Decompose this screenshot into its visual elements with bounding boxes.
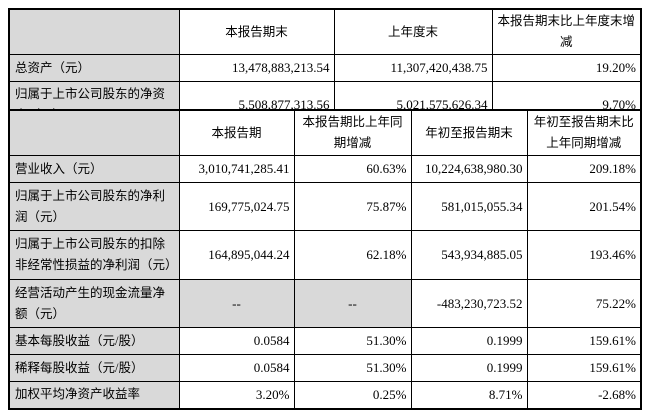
table-row: 经营活动产生的现金流量净额（元） -- -- -483,230,723.52 7… [8,279,642,328]
cell-value: 0.0584 [178,354,295,382]
cell-value-na: -- [178,279,295,328]
cell-value: 75.22% [526,279,642,328]
table-row: 稀释每股收益（元/股） 0.0584 51.30% 0.1999 159.61% [8,354,642,382]
cell-value: -483,230,723.52 [410,279,528,328]
column-header-current-period: 本报告期 [178,109,295,156]
table-row: 归属于上市公司股东的扣除非经常性损益的净利润（元） 164,895,044.24… [8,230,642,280]
table-row: 本报告期 本报告期比上年同期增减 年初至报告期末 年初至报告期末比上年同期增减 [8,109,642,156]
corner-cell [8,8,180,55]
table-row: 本报告期末 上年度末 本报告期末比上年度末增减 [8,8,642,55]
cell-value: 19.20% [491,54,642,82]
cell-value: 164,895,044.24 [178,230,295,280]
cell-value: 543,934,885.05 [410,230,528,280]
corner-cell [8,109,180,156]
cell-value: 60.63% [293,155,412,183]
row-label-diluted-eps: 稀释每股收益（元/股） [8,354,180,382]
cell-value: 51.30% [293,327,412,355]
cell-value: 11,307,420,438.75 [333,54,493,82]
row-label-net-profit: 归属于上市公司股东的净利润（元） [8,182,180,231]
cell-value: 159.61% [526,354,642,382]
cell-value: 62.18% [293,230,412,280]
cell-value: 581,015,055.34 [410,182,528,231]
cell-value: 209.18% [526,155,642,183]
column-header-year-to-date: 年初至报告期末 [410,109,528,156]
cell-value: 10,224,638,980.30 [410,155,528,183]
row-label-basic-eps: 基本每股收益（元/股） [8,327,180,355]
cell-value: 13,478,883,213.54 [178,54,335,82]
cell-value: 169,775,024.75 [178,182,295,231]
table-row: 营业收入（元） 3,010,741,285.41 60.63% 10,224,6… [8,155,642,183]
table-row: 总资产（元） 13,478,883,213.54 11,307,420,438.… [8,54,642,82]
column-header-ytd-change-vs-same-period: 年初至报告期末比上年同期增减 [526,109,642,156]
table-row: 基本每股收益（元/股） 0.0584 51.30% 0.1999 159.61% [8,327,642,355]
cell-value: 51.30% [293,354,412,382]
cell-value: 0.25% [293,381,412,409]
cell-value: 0.1999 [410,327,528,355]
row-label-weighted-avg-roe: 加权平均净资产收益率 [8,381,180,409]
column-header-prior-year-end: 上年度末 [333,8,493,55]
cell-value: 0.0584 [178,327,295,355]
column-header-current-period-end: 本报告期末 [178,8,335,55]
row-label-total-assets: 总资产（元） [8,54,180,82]
table-row: 加权平均净资产收益率 3.20% 0.25% 8.71% -2.68% [8,381,642,409]
cell-value: 3,010,741,285.41 [178,155,295,183]
column-header-change-vs-prior-year-end: 本报告期末比上年度末增减 [491,8,642,55]
cell-value: 8.71% [410,381,528,409]
cell-value: 201.54% [526,182,642,231]
income-summary-table: 本报告期 本报告期比上年同期增减 年初至报告期末 年初至报告期末比上年同期增减 … [8,109,642,410]
cell-value: 159.61% [526,327,642,355]
row-label-net-profit-excl-nonrecurring: 归属于上市公司股东的扣除非经常性损益的净利润（元） [8,230,180,280]
row-label-operating-revenue: 营业收入（元） [8,155,180,183]
cell-value: -2.68% [526,381,642,409]
table-row: 归属于上市公司股东的净利润（元） 169,775,024.75 75.87% 5… [8,182,642,231]
cell-value-na: -- [293,279,412,328]
row-label-operating-cash-flow: 经营活动产生的现金流量净额（元） [8,279,180,328]
cell-value: 193.46% [526,230,642,280]
cell-value: 3.20% [178,381,295,409]
cell-value: 0.1999 [410,354,528,382]
cell-value: 75.87% [293,182,412,231]
column-header-change-vs-same-period: 本报告期比上年同期增减 [293,109,412,156]
